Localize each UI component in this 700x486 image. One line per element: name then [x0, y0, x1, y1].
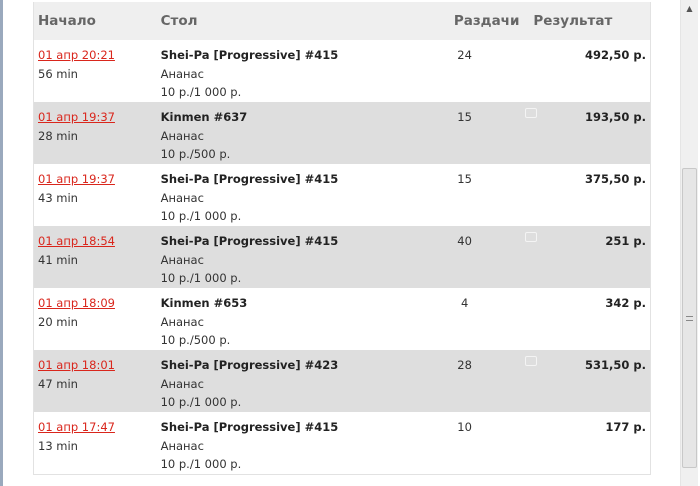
result-amount: 251 р.	[605, 234, 646, 248]
stakes: 10 р./1 000 р.	[160, 209, 242, 223]
table-row[interactable]: 01 апр 17:47 13 min Shei-Pa [Progressive]…	[34, 412, 650, 474]
session-date-link[interactable]: 01 апр 19:37	[38, 110, 115, 124]
session-duration: 47 min	[38, 376, 78, 391]
session-date-link[interactable]: 01 апр 19:37	[38, 172, 115, 186]
session-duration: 56 min	[38, 66, 78, 81]
result-amount: 177 р.	[605, 420, 646, 434]
game-type: Ананас	[160, 66, 204, 81]
hands-count: 15	[457, 110, 472, 124]
header-hands[interactable]: Раздачи	[453, 13, 520, 29]
game-type: Ананас	[160, 252, 204, 267]
sessions-table: Начало Стол Раздачи Результат 01 апр 20:…	[33, 2, 651, 475]
result-amount: 193,50 р.	[585, 110, 646, 124]
session-duration: 13 min	[38, 438, 78, 453]
game-type: Ананас	[160, 376, 204, 391]
session-duration: 43 min	[38, 190, 78, 205]
session-duration: 41 min	[38, 252, 78, 267]
game-type: Ананас	[160, 190, 204, 205]
table-row[interactable]: 01 апр 20:21 56 min Shei-Pa [Progressive]…	[34, 40, 650, 102]
hands-count: 15	[457, 172, 472, 186]
result-amount: 375,50 р.	[585, 172, 646, 186]
game-type: Ананас	[160, 128, 204, 143]
stakes: 10 р./1 000 р.	[160, 457, 242, 471]
hands-count: 4	[460, 296, 469, 310]
session-duration: 20 min	[38, 314, 78, 329]
table-row[interactable]: 01 апр 19:37 28 min Kinmen #637 Ананас 10 р…	[34, 102, 650, 164]
session-date-link[interactable]: 01 апр 18:01	[38, 358, 115, 372]
table-name: Shei-Pa [Progressive] #415	[160, 172, 339, 186]
result-amount: 492,50 р.	[585, 48, 646, 62]
table-name: Shei-Pa [Progressive] #423	[160, 358, 339, 372]
header-start[interactable]: Начало	[38, 13, 96, 29]
session-date-link[interactable]: 01 апр 17:47	[38, 420, 115, 434]
session-duration: 28 min	[38, 128, 78, 143]
hands-count: 40	[457, 234, 472, 248]
vertical-scrollbar[interactable]: ▲	[680, 0, 698, 486]
table-row[interactable]: 01 апр 18:01 47 min Shei-Pa [Progressive]…	[34, 350, 650, 412]
wallet-icon	[525, 356, 538, 366]
table-name: Shei-Pa [Progressive] #415	[160, 234, 339, 248]
result-amount: 531,50 р.	[585, 358, 646, 372]
table-name: Kinmen #637	[160, 110, 248, 124]
result-amount: 342 р.	[605, 296, 646, 310]
scroll-up-arrow-icon[interactable]: ▲	[686, 4, 693, 13]
table-row[interactable]: 01 апр 19:37 43 min Shei-Pa [Progressive]…	[34, 164, 650, 226]
stakes: 10 р./500 р.	[160, 333, 231, 347]
stakes: 10 р./500 р.	[160, 147, 231, 161]
stakes: 10 р./1 000 р.	[160, 85, 242, 99]
table-row[interactable]: 01 апр 18:09 20 min Kinmen #653 Ананас 10 р…	[34, 288, 650, 350]
header-result[interactable]: Результат	[533, 13, 613, 29]
hands-count: 28	[457, 358, 472, 372]
table-name: Kinmen #653	[160, 296, 248, 310]
wallet-icon	[525, 232, 538, 242]
session-date-link[interactable]: 01 апр 18:09	[38, 296, 115, 310]
game-type: Ананас	[160, 438, 204, 453]
game-type: Ананас	[160, 314, 204, 329]
stakes: 10 р./1 000 р.	[160, 271, 242, 285]
scrollbar-thumb[interactable]	[682, 168, 697, 468]
window-border	[0, 0, 3, 486]
header-table[interactable]: Стол	[160, 13, 198, 29]
session-date-link[interactable]: 01 апр 18:54	[38, 234, 115, 248]
session-date-link[interactable]: 01 апр 20:21	[38, 48, 115, 62]
table-name: Shei-Pa [Progressive] #415	[160, 48, 339, 62]
table-header: Начало Стол Раздачи Результат	[34, 2, 650, 40]
stakes: 10 р./1 000 р.	[160, 395, 242, 409]
table-row[interactable]: 01 апр 18:54 41 min Shei-Pa [Progressive]…	[34, 226, 650, 288]
table-name: Shei-Pa [Progressive] #415	[160, 420, 339, 434]
wallet-icon	[525, 108, 538, 118]
grip-icon	[686, 316, 693, 321]
hands-count: 24	[457, 48, 472, 62]
hands-count: 10	[457, 420, 472, 434]
